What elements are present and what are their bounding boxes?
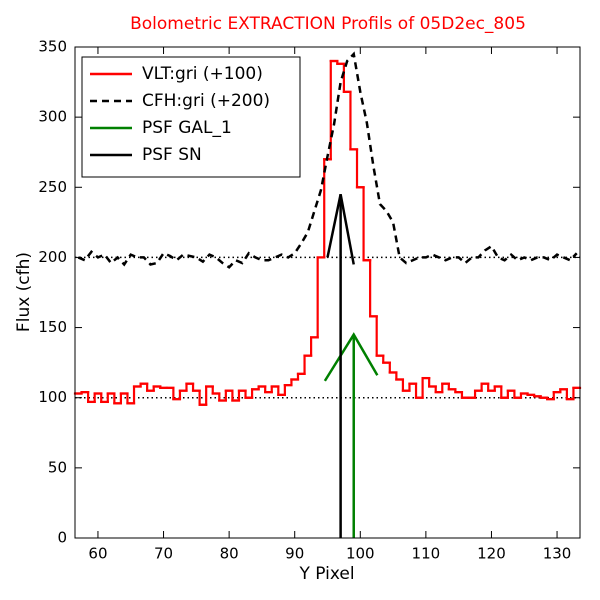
x-tick-label: 120 [477,545,506,563]
x-tick-label: 80 [220,545,239,563]
legend-label: PSF GAL_1 [142,118,232,138]
y-tick-label: 250 [38,178,67,196]
x-tick-label: 110 [412,545,441,563]
series-line [77,51,578,269]
y-tick-label: 0 [57,529,67,547]
y-tick-label: 50 [48,458,67,476]
plot-frame [74,46,581,539]
chart-title: Bolometric EXTRACTION Profils of 05D2ec_… [130,14,526,34]
x-tick-label: 70 [154,545,173,563]
legend-label: VLT:gri (+100) [142,64,263,84]
legend-label: CFH:gri (+200) [142,91,270,111]
x-tick-label: 130 [543,545,572,563]
y-tick-label: 150 [38,318,67,336]
x-tick-label: 100 [346,545,375,563]
x-tick-label: 60 [88,545,107,563]
x-axis-label: Y Pixel [298,564,354,584]
x-tick-label: 90 [285,545,304,563]
y-axis-label: Flux (cfh) [14,252,34,332]
legend-label: PSF SN [142,145,202,165]
y-tick-label: 200 [38,248,67,266]
legend-box [81,56,301,178]
y-tick-label: 350 [38,38,67,56]
y-tick-label: 300 [38,108,67,126]
y-tick-label: 100 [38,388,67,406]
